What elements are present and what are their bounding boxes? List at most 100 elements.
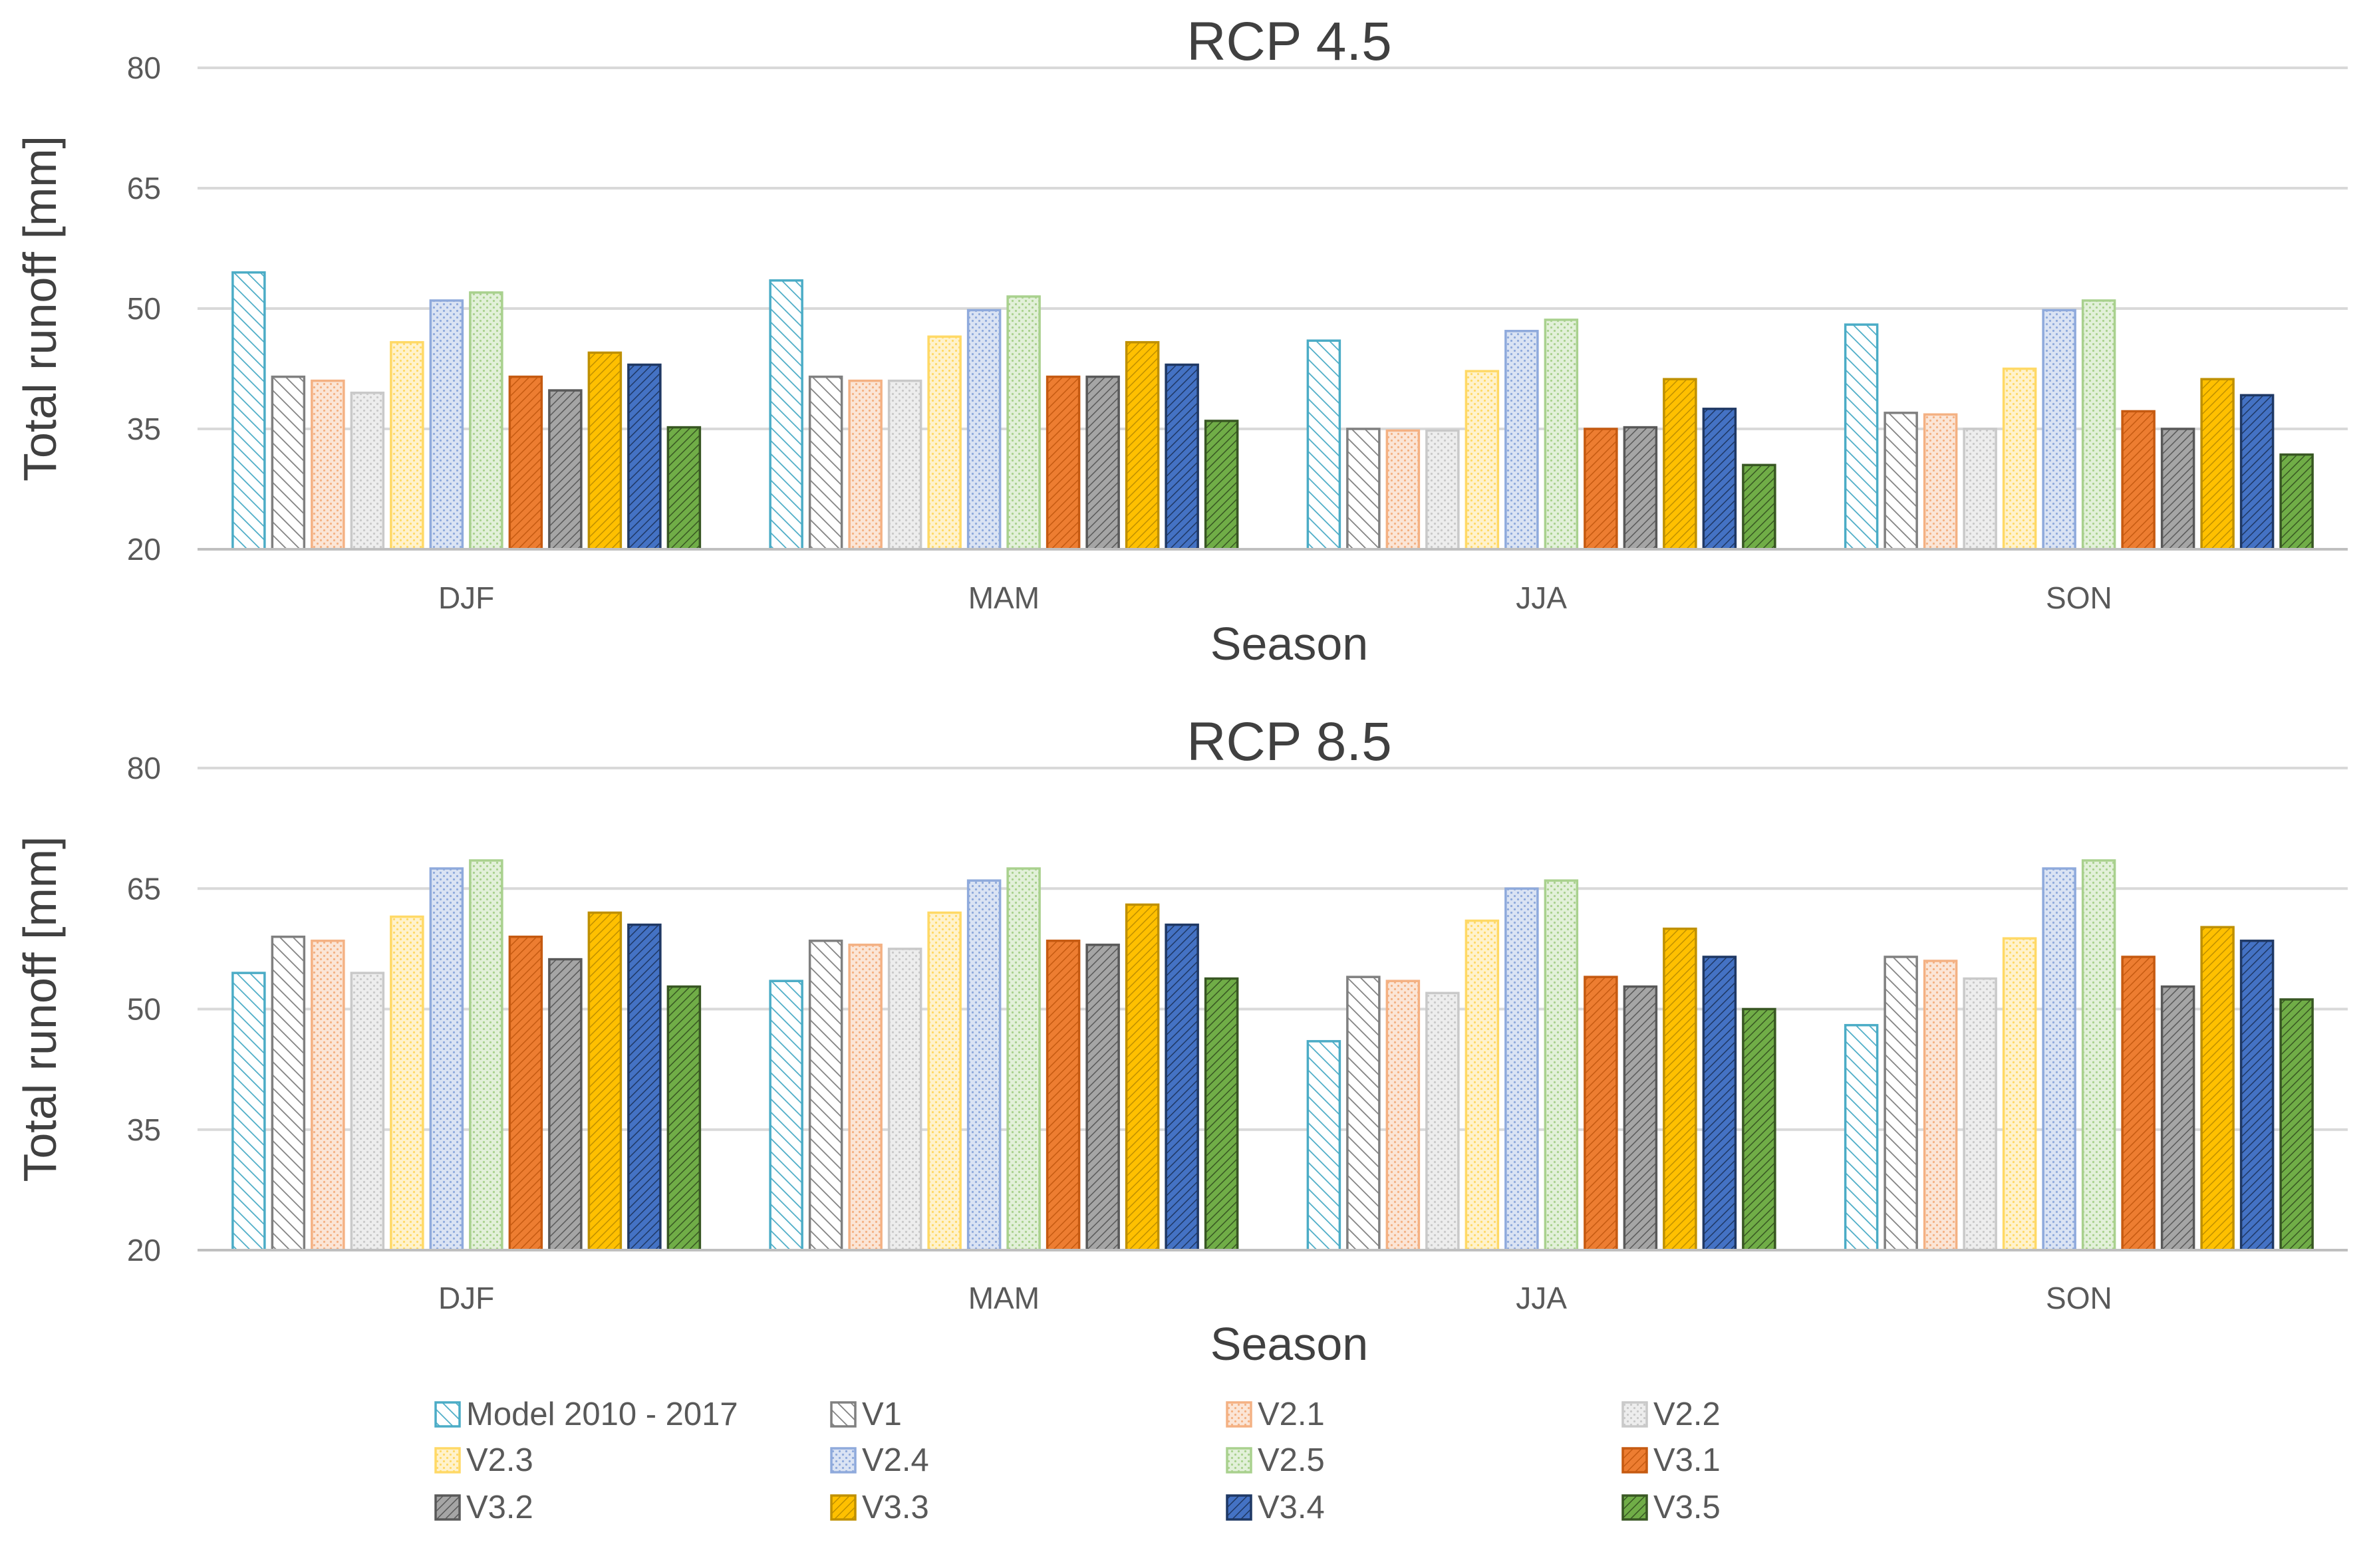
bar-rcp-4-5-djf-v3-3 bbox=[587, 351, 623, 551]
legend-item-v2-3: V2.3 bbox=[434, 1442, 533, 1478]
legend-swatch bbox=[1621, 1447, 1648, 1474]
legend-label: V3.4 bbox=[1258, 1490, 1325, 1525]
y-tick-label: 35 bbox=[127, 1112, 161, 1147]
bar-rcp-4-5-djf-v2-5 bbox=[469, 291, 503, 551]
legend-label: V2.5 bbox=[1258, 1442, 1325, 1478]
bar-rcp-8-5-son-model-2010-2017 bbox=[1844, 1023, 1879, 1251]
bar-rcp-4-5-son-v2-4 bbox=[2042, 309, 2076, 551]
bar-rcp-8-5-son-v2-3 bbox=[2002, 937, 2037, 1251]
bar-rcp-8-5-son-v3-1 bbox=[2121, 956, 2156, 1251]
bar-rcp-4-5-mam-v1 bbox=[808, 375, 843, 551]
bar-rcp-8-5-jja-v3-1 bbox=[1584, 976, 1618, 1251]
bar-rcp-8-5-son-v2-4 bbox=[2042, 867, 2076, 1251]
legend-label: V2.2 bbox=[1653, 1396, 1721, 1432]
bar-rcp-4-5-djf-v2-1 bbox=[311, 379, 345, 551]
bar-rcp-8-5-djf-model-2010-2017 bbox=[231, 972, 266, 1251]
bar-rcp-4-5-djf-v2-2 bbox=[350, 391, 385, 551]
bar-rcp-8-5-mam-v3-1 bbox=[1046, 940, 1081, 1251]
x-category-label: JJA bbox=[1516, 1281, 1567, 1315]
x-category-label: MAM bbox=[968, 1281, 1040, 1315]
y-axis-title: Total runoff [mm] bbox=[14, 836, 66, 1182]
bar-rcp-8-5-djf-v2-4 bbox=[429, 867, 464, 1251]
legend-swatch bbox=[1621, 1401, 1648, 1428]
x-category-label: DJF bbox=[438, 581, 494, 615]
legend-swatch bbox=[830, 1401, 857, 1428]
bar-rcp-8-5-son-v2-1 bbox=[1923, 960, 1958, 1251]
bar-rcp-8-5-mam-v3-3 bbox=[1125, 903, 1160, 1251]
bar-rcp-8-5-son-v3-3 bbox=[2200, 926, 2235, 1251]
bar-rcp-4-5-djf-model-2010-2017 bbox=[231, 271, 266, 551]
bar-rcp-4-5-mam-v3-3 bbox=[1125, 340, 1160, 551]
bar-rcp-4-5-mam-v2-2 bbox=[887, 379, 922, 551]
bar-rcp-8-5-son-v1 bbox=[1884, 956, 1918, 1251]
bar-rcp-4-5-son-v2-1 bbox=[1923, 413, 1958, 551]
bar-rcp-8-5-djf-v3-2 bbox=[548, 958, 583, 1251]
legend-item-v3-3: V3.3 bbox=[830, 1490, 929, 1525]
bar-rcp-4-5-jja-v3-2 bbox=[1623, 426, 1658, 551]
legend-item-v3-4: V3.4 bbox=[1226, 1490, 1325, 1525]
bar-rcp-4-5-son-v3-5 bbox=[2279, 453, 2314, 551]
bar-rcp-4-5-son-v3-4 bbox=[2239, 394, 2275, 551]
legend-item-v3-2: V3.2 bbox=[434, 1490, 533, 1525]
bar-rcp-4-5-son-v3-3 bbox=[2200, 378, 2235, 551]
bar-rcp-8-5-mam-v3-2 bbox=[1085, 944, 1120, 1251]
legend-swatch bbox=[830, 1494, 857, 1521]
y-tick-label: 80 bbox=[127, 751, 161, 785]
bar-rcp-8-5-jja-v3-3 bbox=[1663, 927, 1697, 1251]
bar-rcp-8-5-jja-v3-4 bbox=[1702, 956, 1737, 1251]
bar-rcp-8-5-jja-model-2010-2017 bbox=[1306, 1040, 1341, 1251]
legend-item-v3-1: V3.1 bbox=[1621, 1442, 1721, 1478]
legend-label: V3.5 bbox=[1653, 1490, 1721, 1525]
bar-rcp-8-5-mam-v3-5 bbox=[1204, 977, 1239, 1251]
legend-label: V2.1 bbox=[1258, 1396, 1325, 1432]
legend-label: V2.3 bbox=[466, 1442, 533, 1478]
y-tick-label: 80 bbox=[127, 51, 161, 85]
bar-rcp-8-5-jja-v2-5 bbox=[1544, 879, 1579, 1251]
bar-rcp-4-5-djf-v2-3 bbox=[390, 340, 424, 551]
bar-rcp-8-5-mam-v2-2 bbox=[887, 948, 922, 1251]
bar-rcp-8-5-mam-v1 bbox=[808, 940, 843, 1251]
legend-swatch bbox=[1226, 1401, 1252, 1428]
bar-rcp-8-5-son-v3-2 bbox=[2160, 985, 2195, 1251]
legend-label: V3.1 bbox=[1653, 1442, 1721, 1478]
bar-rcp-4-5-jja-v3-4 bbox=[1702, 408, 1737, 551]
bar-rcp-8-5-mam-v3-4 bbox=[1165, 923, 1199, 1251]
legend-item-v2-1: V2.1 bbox=[1226, 1396, 1325, 1432]
bar-rcp-8-5-jja-v2-4 bbox=[1504, 887, 1539, 1251]
legend-item-v1: V1 bbox=[830, 1396, 902, 1432]
legend-label: V3.2 bbox=[466, 1490, 533, 1525]
bar-rcp-4-5-son-v3-2 bbox=[2160, 428, 2195, 551]
bar-rcp-4-5-son-v2-2 bbox=[1963, 428, 1997, 551]
y-tick-label: 20 bbox=[127, 1233, 161, 1267]
y-tick-label: 65 bbox=[127, 871, 161, 906]
bar-rcp-8-5-djf-v3-1 bbox=[508, 936, 543, 1251]
legend-swatch bbox=[1621, 1494, 1648, 1521]
bar-rcp-4-5-son-v1 bbox=[1884, 412, 1918, 551]
bar-rcp-4-5-mam-v3-4 bbox=[1165, 363, 1199, 551]
bar-rcp-8-5-jja-v1 bbox=[1346, 976, 1381, 1251]
bar-rcp-8-5-djf-v1 bbox=[271, 936, 306, 1251]
bar-rcp-8-5-djf-v2-5 bbox=[469, 859, 503, 1251]
bar-rcp-4-5-djf-v3-2 bbox=[548, 389, 583, 551]
bar-rcp-8-5-jja-v3-2 bbox=[1623, 985, 1658, 1251]
bar-rcp-8-5-mam-v2-4 bbox=[966, 879, 1002, 1251]
bar-rcp-8-5-mam-v2-5 bbox=[1006, 867, 1041, 1251]
bar-rcp-4-5-mam-v3-1 bbox=[1046, 375, 1081, 551]
bar-rcp-4-5-mam-v3-2 bbox=[1085, 375, 1120, 551]
bar-rcp-8-5-djf-v3-4 bbox=[627, 923, 662, 1251]
chart-title: RCP 8.5 bbox=[1187, 712, 1391, 772]
legend-swatch bbox=[434, 1447, 461, 1474]
legend-item-model-2010-2017: Model 2010 - 2017 bbox=[434, 1396, 738, 1432]
bar-rcp-8-5-djf-v2-1 bbox=[311, 940, 345, 1251]
bar-rcp-8-5-djf-v3-3 bbox=[587, 911, 623, 1251]
bar-rcp-4-5-son-v3-1 bbox=[2121, 410, 2156, 551]
bar-rcp-4-5-jja-v2-2 bbox=[1425, 429, 1460, 551]
bar-rcp-8-5-djf-v2-3 bbox=[390, 915, 424, 1251]
bar-rcp-4-5-son-v2-3 bbox=[2002, 367, 2037, 551]
bar-rcp-4-5-mam-v2-1 bbox=[848, 379, 883, 551]
y-tick-label: 20 bbox=[127, 532, 161, 567]
bar-rcp-4-5-djf-v3-4 bbox=[627, 363, 662, 551]
legend-item-v2-4: V2.4 bbox=[830, 1442, 929, 1478]
bar-rcp-4-5-jja-v3-3 bbox=[1663, 378, 1697, 551]
